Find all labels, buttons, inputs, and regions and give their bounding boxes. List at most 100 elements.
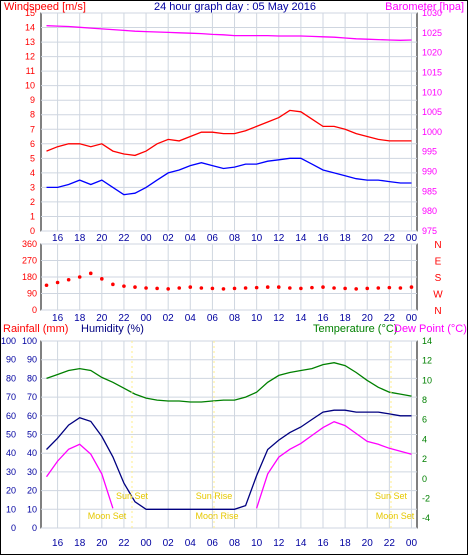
- x-tick-label: 20: [362, 233, 374, 244]
- humidity-tick-label: 70: [27, 392, 37, 402]
- x-tick-label: 00: [406, 313, 418, 324]
- barometer-tick-labels: 975 980 985 990 995 1000 1005 1010 1015 1020 1025 1…: [422, 8, 442, 236]
- rainfall-tick-label: 0: [11, 523, 16, 533]
- compass-label: N: [434, 306, 441, 317]
- sun-moon-annotation: Moon Rise: [195, 511, 238, 521]
- direction-point: [288, 286, 292, 290]
- windspeed-tick-label: 7: [30, 124, 35, 134]
- humidity-tick-labels: 0 0 10 10 20 20 30 30 40 40 50 50 60 60 70 70 80 80 90 90 10…: [1, 336, 37, 533]
- temperature-axis-label: Temperature (°C): [313, 323, 397, 335]
- barometer-tick-label: 980: [422, 206, 437, 216]
- direction-point: [254, 285, 259, 290]
- direction-tick-label: 90: [27, 289, 37, 299]
- rainfall-tick-label: 40: [6, 448, 16, 458]
- barometer-tick-label: 1010: [422, 87, 442, 97]
- windspeed-low-series-line: [46, 157, 412, 196]
- temperature-series-line: [46, 362, 412, 403]
- direction-point: [188, 285, 193, 289]
- x-tick-label: 22: [118, 313, 130, 324]
- windspeed-series-line: [46, 109, 412, 157]
- compass-label: E: [435, 257, 442, 268]
- x-tick-label: 22: [118, 233, 130, 244]
- x-tick-label: 22: [384, 313, 396, 324]
- humidity-tick-label: 90: [27, 355, 37, 365]
- dewpoint-axis-label: Dew Point (°C): [394, 323, 467, 335]
- x-tick-label: 22: [384, 538, 396, 549]
- direction-point: [133, 285, 137, 289]
- temperature-tick-label: -2: [422, 493, 430, 503]
- windspeed-tick-label: 14: [25, 23, 35, 33]
- x-tick-label: 10: [251, 233, 263, 244]
- direction-point: [321, 285, 325, 289]
- windspeed-tick-label: 11: [26, 66, 35, 76]
- x-tick-label: 00: [140, 538, 152, 549]
- humidity-tick-label: 60: [27, 411, 37, 421]
- x-tick-label: 02: [163, 313, 175, 324]
- x-tick-label: 20: [96, 233, 108, 244]
- direction-tick-label: 360: [22, 239, 37, 249]
- x-tick-label: 06: [207, 538, 219, 549]
- humidity-tick-label: 80: [27, 373, 37, 383]
- x-tick-label: 22: [118, 538, 130, 549]
- windspeed-tick-label: 2: [30, 197, 35, 207]
- barometer-tick-label: 1015: [422, 67, 442, 77]
- direction-point: [232, 286, 237, 291]
- humidity-tick-label: 10: [27, 504, 37, 514]
- direction-point: [44, 283, 49, 288]
- x-tick-label: 14: [295, 233, 307, 244]
- x-tick-label: 08: [229, 313, 241, 324]
- direction-point: [221, 287, 226, 291]
- windspeed-tick-label: 1: [30, 211, 35, 221]
- wind-plot-area: [40, 12, 418, 232]
- x-tick-label: 02: [163, 233, 175, 244]
- windspeed-tick-label: 5: [30, 153, 35, 163]
- barometer-axis-label: Barometer [hpa]: [385, 1, 464, 13]
- direction-tick-labels: 0 90 180 270 360: [22, 239, 37, 315]
- windspeed-tick-label: 9: [30, 95, 35, 105]
- direction-point: [77, 275, 82, 279]
- direction-point: [398, 286, 403, 290]
- temp-humidity-x-tick-labels: 16 18 20 22 00 02 04 06 08 10 12 14 16 18 20 22 00: [52, 538, 417, 549]
- direction-point: [144, 286, 148, 290]
- wind-series: [46, 25, 412, 196]
- direction-point: [155, 286, 159, 291]
- rainfall-tick-label: 80: [6, 373, 16, 383]
- direction-point: [111, 282, 115, 287]
- x-tick-label: 00: [140, 313, 152, 324]
- x-tick-label: 10: [251, 313, 263, 324]
- direction-tick-label: 180: [22, 272, 37, 282]
- windspeed-tick-label: 0: [30, 226, 35, 236]
- direction-point: [354, 287, 358, 291]
- direction-point: [299, 286, 303, 291]
- x-tick-label: 20: [96, 538, 108, 549]
- humidity-tick-label: 50: [27, 430, 37, 440]
- rainfall-tick-label: 100: [1, 336, 16, 346]
- direction-point: [66, 277, 71, 282]
- barometer-tick-label: 1020: [422, 48, 442, 58]
- direction-point: [310, 285, 314, 290]
- x-tick-label: 14: [295, 538, 307, 549]
- x-tick-label: 00: [140, 233, 152, 244]
- rainfall-tick-label: 50: [6, 430, 16, 440]
- direction-point: [100, 277, 104, 281]
- direction-grid: [41, 243, 417, 311]
- direction-point: [122, 284, 126, 288]
- direction-point: [55, 280, 60, 285]
- x-tick-label: 12: [273, 538, 285, 549]
- temp-humidity-grid: [41, 340, 417, 529]
- sun-moon-annotation: Moon Set: [376, 511, 415, 521]
- direction-point: [177, 286, 182, 290]
- direction-point: [88, 271, 93, 276]
- rainfall-tick-label: 60: [6, 411, 16, 421]
- temperature-tick-label: 10: [422, 375, 432, 385]
- x-tick-label: 08: [229, 538, 241, 549]
- x-tick-label: 14: [295, 313, 307, 324]
- temperature-tick-labels: -4 -2 0 2 4 6 8 10 12 14: [422, 336, 432, 523]
- direction-tick-label: 270: [22, 256, 37, 266]
- wind-x-tick-labels: 16 18 20 22 00 02 04 06 08 10 12 14 16 18 20 22 00: [52, 233, 417, 244]
- dewpoint-series-line: [45, 420, 412, 509]
- temperature-tick-label: 12: [422, 356, 432, 366]
- barometer-series-line: [46, 25, 412, 41]
